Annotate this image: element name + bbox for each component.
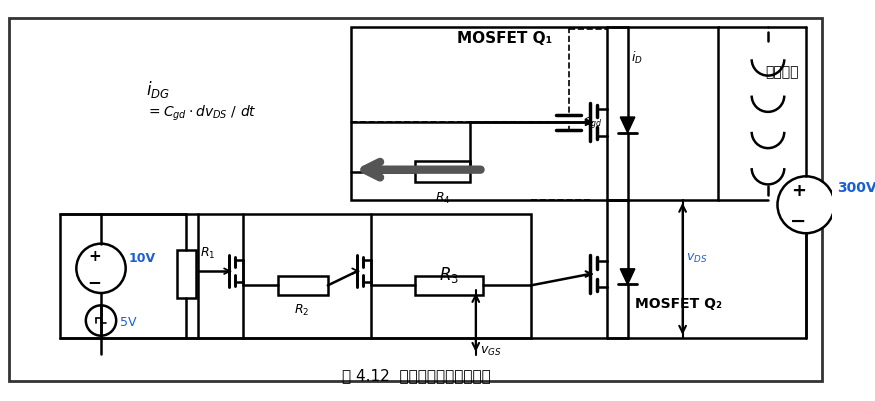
Text: 负载电感: 负载电感 <box>765 65 799 79</box>
Bar <box>351 27 718 200</box>
Text: $= C_{gd} \cdot dv_{DS}\ /\ dt$: $= C_{gd} \cdot dv_{DS}\ /\ dt$ <box>145 103 256 123</box>
Text: 图 4.12  自开通波形的测试电路: 图 4.12 自开通波形的测试电路 <box>341 368 490 383</box>
Text: −: − <box>790 213 807 231</box>
Bar <box>177 250 196 298</box>
Text: $C_{gd}$: $C_{gd}$ <box>583 116 603 132</box>
Text: 300V: 300V <box>837 181 875 195</box>
Text: MOSFET Q₁: MOSFET Q₁ <box>457 31 552 46</box>
Text: +: + <box>791 182 806 200</box>
Text: $v_{DS}$: $v_{DS}$ <box>686 252 708 265</box>
Text: +: + <box>88 249 101 264</box>
Text: $R_1$: $R_1$ <box>200 245 215 261</box>
Text: 5V: 5V <box>120 316 136 329</box>
Text: $R_3$: $R_3$ <box>439 265 459 285</box>
Bar <box>278 276 328 295</box>
Text: 10V: 10V <box>129 252 156 265</box>
Text: $v_{GS}$: $v_{GS}$ <box>480 345 501 358</box>
Circle shape <box>86 305 116 336</box>
Bar <box>415 161 470 182</box>
Text: $R_4$: $R_4$ <box>435 190 451 206</box>
Polygon shape <box>620 117 635 133</box>
Polygon shape <box>620 269 635 284</box>
Text: $i_{DG}$: $i_{DG}$ <box>145 79 170 99</box>
Bar <box>60 214 531 338</box>
Circle shape <box>76 244 126 293</box>
Circle shape <box>778 176 835 233</box>
Text: $i_D$: $i_D$ <box>632 50 643 66</box>
Text: −: − <box>88 273 102 291</box>
Bar <box>415 276 483 295</box>
Text: MOSFET Q₂: MOSFET Q₂ <box>635 297 722 311</box>
Text: $R_2$: $R_2$ <box>293 302 309 318</box>
